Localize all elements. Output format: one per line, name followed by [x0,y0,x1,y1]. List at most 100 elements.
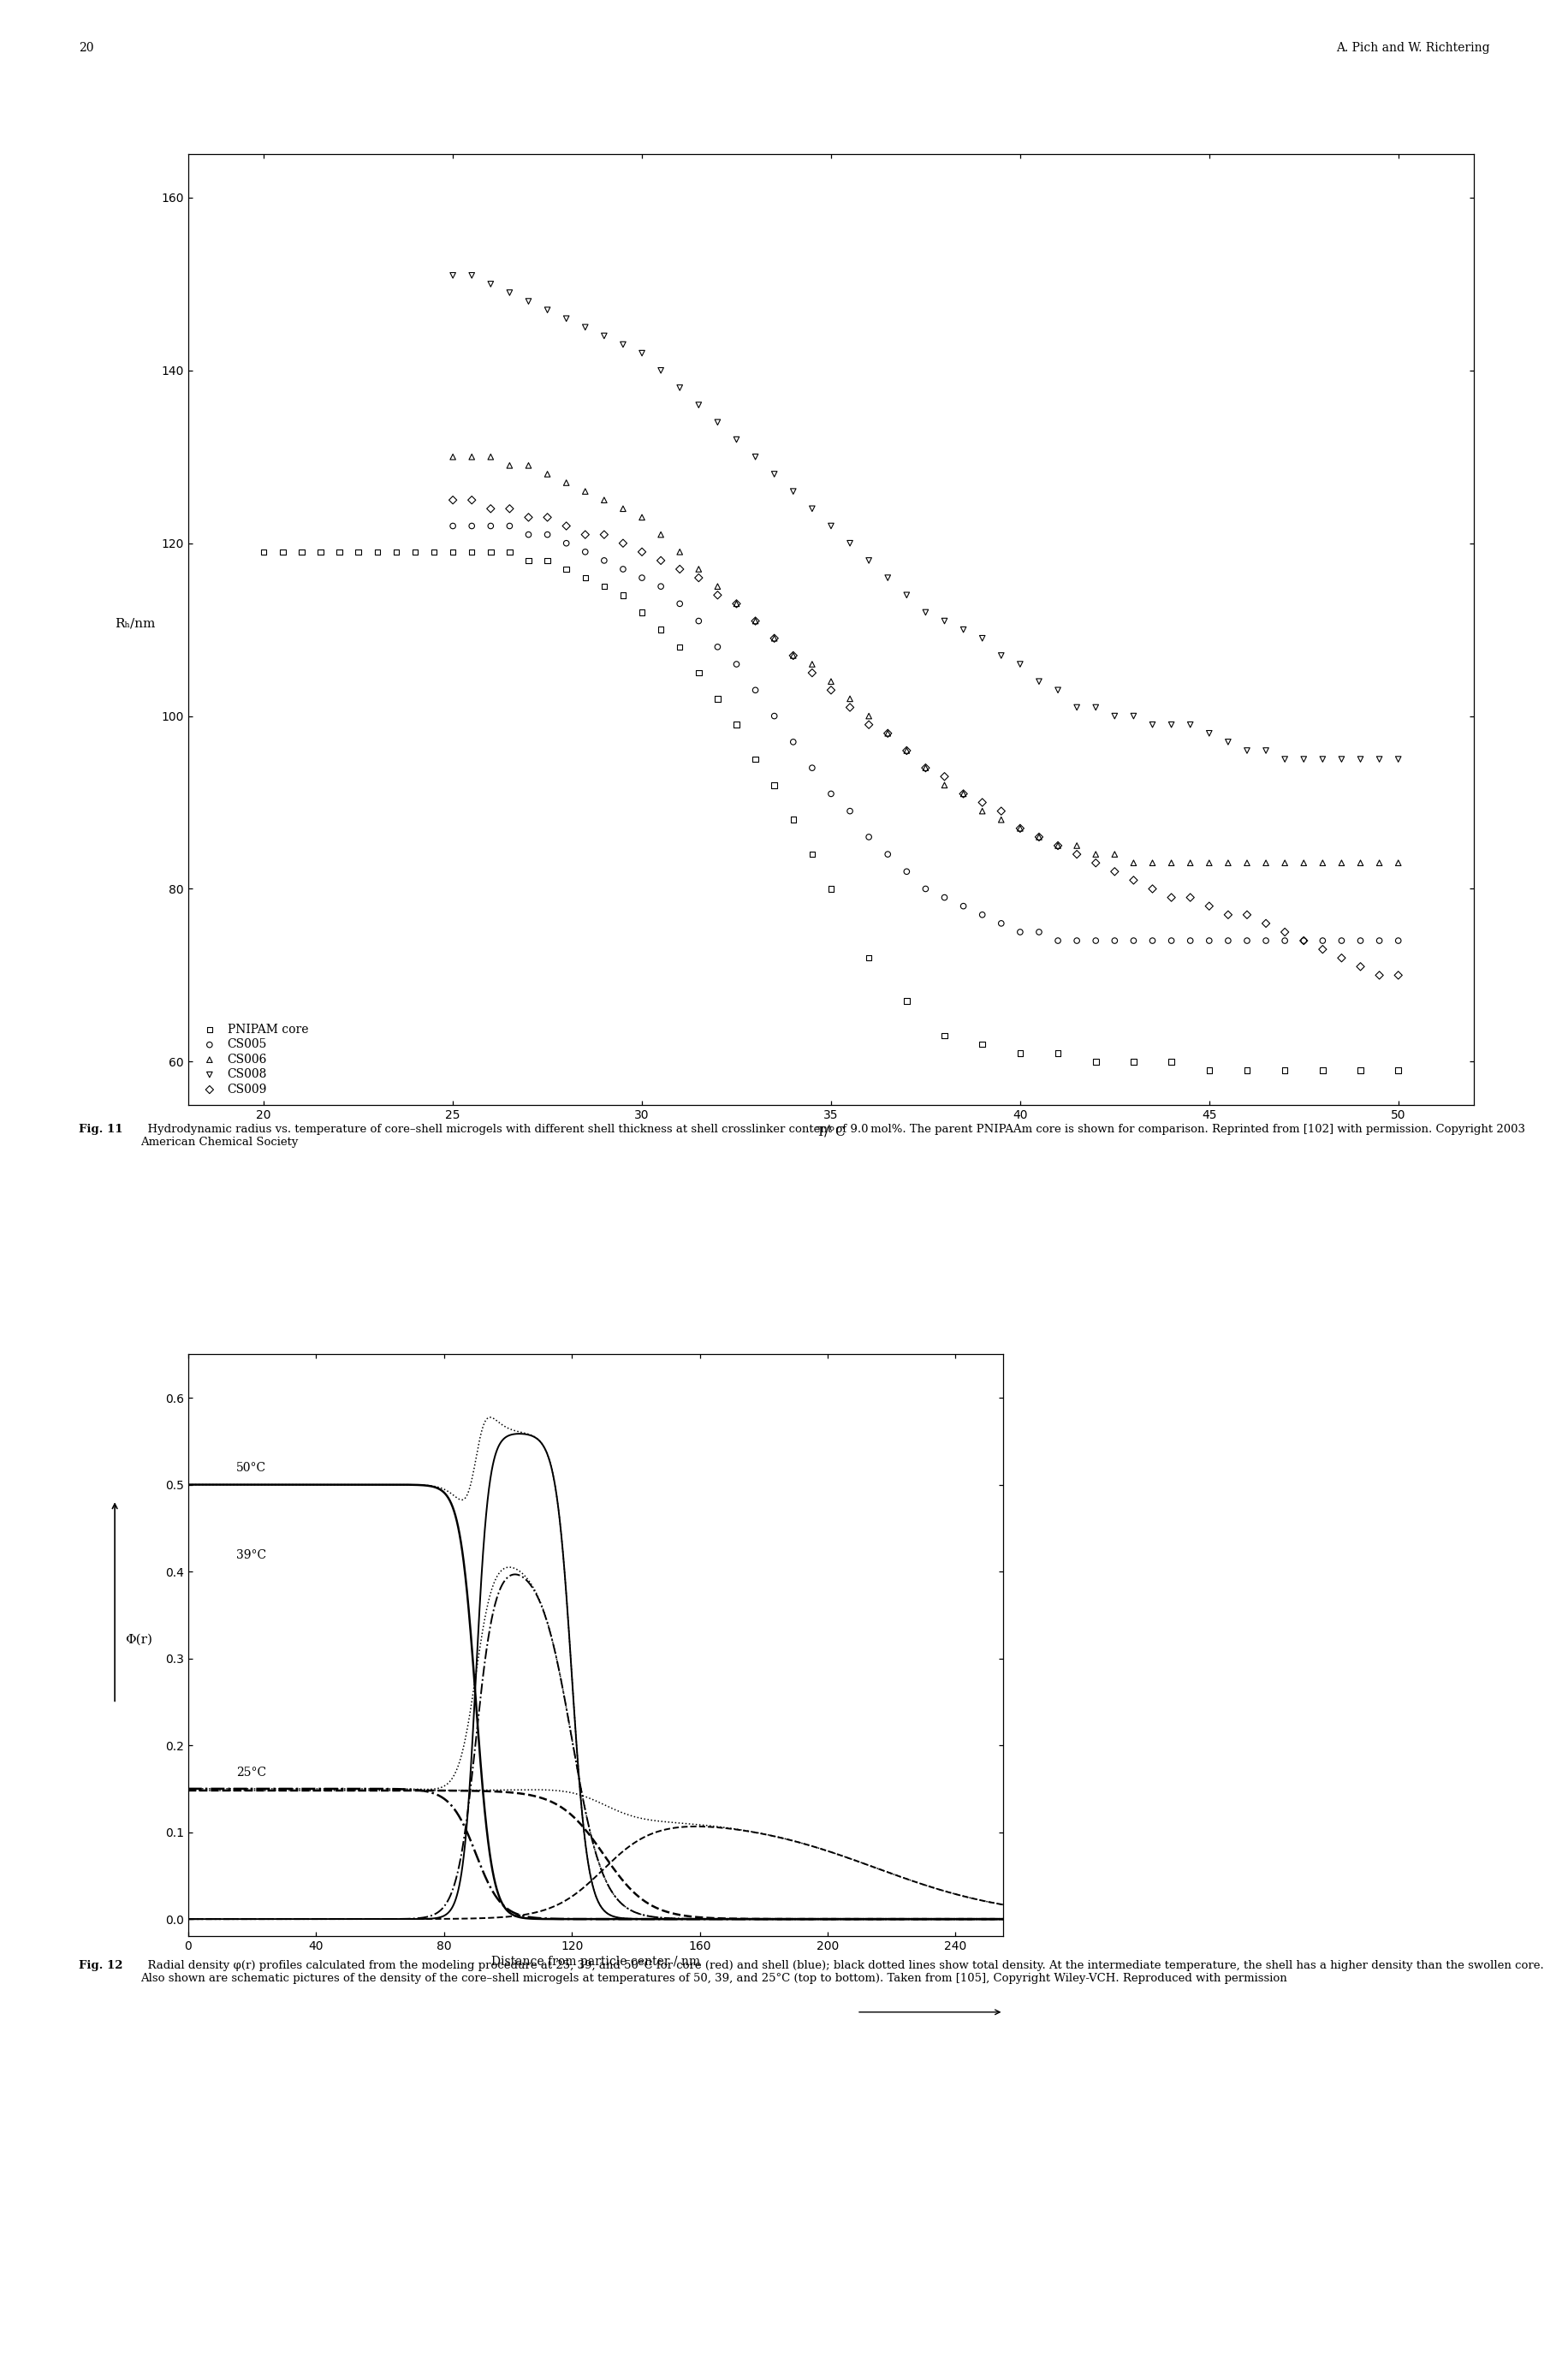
CS008 [1046,670,1071,708]
CS005 [1386,922,1411,960]
PNIPAM core [668,627,693,665]
CS006 [706,568,731,606]
PNIPAM core [403,532,428,570]
PNIPAM core [478,532,503,570]
PNIPAM core [1234,1050,1259,1088]
CS009 [687,558,712,596]
CS009 [648,542,673,580]
CS008 [1330,741,1355,779]
PNIPAM core [289,532,314,570]
CS006 [1234,843,1259,881]
CS009 [1121,860,1146,898]
CS009 [591,516,616,554]
CS005 [762,696,787,734]
CS008 [1386,741,1411,779]
PNIPAM core [459,532,485,570]
CS008 [554,299,579,337]
CS006 [818,663,844,701]
CS005 [1046,922,1071,960]
CS005 [554,525,579,563]
CS009 [837,689,862,727]
PNIPAM core [422,532,447,570]
CS008 [800,489,825,527]
PNIPAM core [591,568,616,606]
PNIPAM core [554,551,579,589]
CS006 [459,437,485,475]
CS009 [1065,836,1090,874]
CS009 [668,551,693,589]
CS008 [497,273,522,311]
CS009 [1140,870,1165,908]
CS005 [1102,922,1127,960]
Text: Radial density φ(r) profiles calculated from the modeling procedure at 25, 39, a: Radial density φ(r) profiles calculated … [141,1960,1544,1984]
CS005 [572,532,597,570]
PNIPAM core [384,532,409,570]
CS005 [668,584,693,623]
CS006 [1140,843,1165,881]
CS006 [1196,843,1221,881]
CS006 [800,646,825,684]
CS009 [1102,853,1127,891]
CS009 [800,653,825,691]
PNIPAM core [856,939,881,977]
CS008 [1290,741,1316,779]
CS006 [989,801,1014,839]
CS006 [1253,843,1278,881]
PNIPAM core [365,532,390,570]
PNIPAM core [1046,1034,1071,1072]
CS008 [875,558,900,596]
CS006 [1046,827,1071,865]
CS008 [1272,741,1297,779]
CS005 [648,568,673,606]
CS008 [1234,732,1259,770]
CS006 [648,516,673,554]
CS006 [441,437,466,475]
CS008 [516,283,541,321]
PNIPAM core [1008,1034,1033,1072]
CS009 [459,480,485,518]
PNIPAM core [1083,1043,1109,1081]
CS006 [1330,843,1355,881]
CS005 [1140,922,1165,960]
CS005 [837,791,862,829]
CS005 [913,870,938,908]
CS009 [572,516,597,554]
PNIPAM core [969,1026,994,1064]
CS009 [1367,955,1392,993]
PNIPAM core [270,532,295,570]
CS008 [706,404,731,442]
CS009 [762,620,787,658]
Y-axis label: Φ(r): Φ(r) [125,1632,152,1644]
CS009 [1311,931,1336,969]
PNIPAM core [441,532,466,570]
PNIPAM core [516,542,541,580]
CS005 [459,506,485,544]
CS006 [856,696,881,734]
CS006 [969,791,994,829]
CS008 [1159,706,1184,744]
CS005 [629,558,654,596]
CS006 [1311,843,1336,881]
CS006 [1178,843,1203,881]
PNIPAM core [326,532,351,570]
PNIPAM core [818,870,844,908]
PNIPAM core [572,558,597,596]
CS009 [724,584,750,623]
CS005 [1008,912,1033,950]
CS008 [668,368,693,406]
CS008 [894,575,919,613]
X-axis label: Distance from particle center / nm: Distance from particle center / nm [491,1955,701,1967]
CS006 [478,437,503,475]
CS009 [969,784,994,822]
Text: 25°C: 25°C [237,1765,267,1777]
Text: 50°C: 50°C [237,1461,267,1473]
CS008 [441,257,466,295]
PNIPAM core [1348,1050,1374,1088]
CS008 [1348,741,1374,779]
Y-axis label: Rₕ/nm: Rₕ/nm [114,618,155,630]
CS009 [497,489,522,527]
CS008 [1215,722,1240,760]
CS005 [856,817,881,855]
CS005 [478,506,503,544]
PNIPAM core [706,680,731,718]
